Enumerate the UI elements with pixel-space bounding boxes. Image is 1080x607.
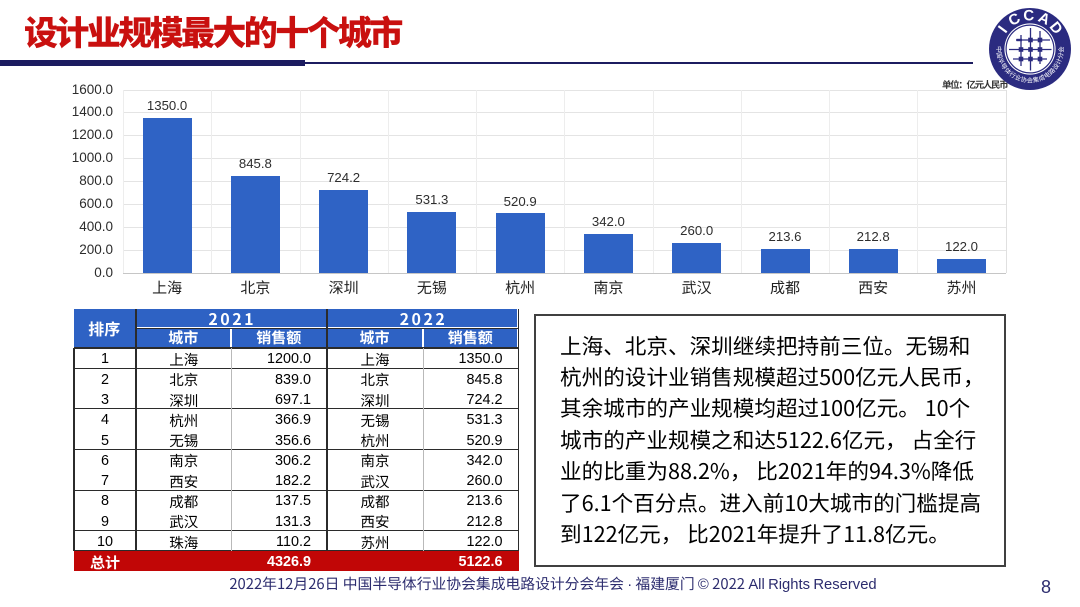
svg-text:C: C xyxy=(1023,8,1035,24)
